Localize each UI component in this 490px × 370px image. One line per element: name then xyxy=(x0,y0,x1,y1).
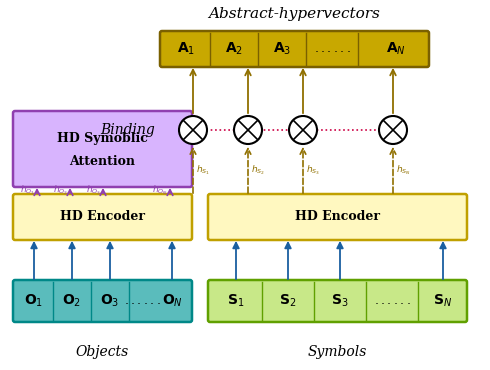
Text: $h_{O_2}$: $h_{O_2}$ xyxy=(53,184,68,197)
FancyBboxPatch shape xyxy=(13,111,192,187)
Text: $......$: $......$ xyxy=(374,295,410,307)
Text: Objects: Objects xyxy=(76,345,129,359)
FancyBboxPatch shape xyxy=(13,280,192,322)
Text: $h_{O_1}$: $h_{O_1}$ xyxy=(20,184,35,197)
Text: $\mathbf{A}_1$: $\mathbf{A}_1$ xyxy=(177,41,195,57)
Text: $h_{O_3}$: $h_{O_3}$ xyxy=(86,184,101,197)
Text: HD Symoblic: HD Symoblic xyxy=(57,132,148,145)
Text: $\mathbf{S}_N$: $\mathbf{S}_N$ xyxy=(434,293,453,309)
FancyBboxPatch shape xyxy=(160,31,429,67)
Text: $\mathbf{A}_2$: $\mathbf{A}_2$ xyxy=(225,41,243,57)
Text: $\mathbf{O}_2$: $\mathbf{O}_2$ xyxy=(62,293,81,309)
Text: $\mathbf{S}_2$: $\mathbf{S}_2$ xyxy=(279,293,296,309)
Text: $\mathbf{S}_1$: $\mathbf{S}_1$ xyxy=(227,293,245,309)
Text: $h_{S_3}$: $h_{S_3}$ xyxy=(306,163,320,177)
Circle shape xyxy=(289,116,317,144)
FancyBboxPatch shape xyxy=(208,194,467,240)
FancyBboxPatch shape xyxy=(208,280,467,322)
Text: $h_{O_N}$: $h_{O_N}$ xyxy=(152,184,168,197)
Text: $\mathbf{S}_3$: $\mathbf{S}_3$ xyxy=(331,293,349,309)
Circle shape xyxy=(179,116,207,144)
Text: Symbols: Symbols xyxy=(308,345,367,359)
FancyBboxPatch shape xyxy=(13,194,192,240)
Text: $h_{S_2}$: $h_{S_2}$ xyxy=(251,163,265,177)
Text: Abstract-hypervectors: Abstract-hypervectors xyxy=(208,7,380,21)
Circle shape xyxy=(379,116,407,144)
Text: $\mathbf{O}_N$: $\mathbf{O}_N$ xyxy=(162,293,182,309)
Text: $h_{S_N}$: $h_{S_N}$ xyxy=(396,163,411,177)
Text: $\mathbf{A}_3$: $\mathbf{A}_3$ xyxy=(273,41,291,57)
Text: $......$: $......$ xyxy=(314,43,350,56)
Text: $\mathbf{A}_N$: $\mathbf{A}_N$ xyxy=(386,41,406,57)
Circle shape xyxy=(234,116,262,144)
Text: HD Encoder: HD Encoder xyxy=(60,211,145,223)
Text: Binding: Binding xyxy=(100,123,155,137)
Text: Attention: Attention xyxy=(70,155,136,168)
Text: $\mathbf{O}_3$: $\mathbf{O}_3$ xyxy=(100,293,120,309)
Text: $......$: $......$ xyxy=(123,295,160,307)
Text: $\mathbf{O}_1$: $\mathbf{O}_1$ xyxy=(24,293,44,309)
Text: HD Encoder: HD Encoder xyxy=(295,211,380,223)
Text: $h_{S_1}$: $h_{S_1}$ xyxy=(196,163,210,177)
